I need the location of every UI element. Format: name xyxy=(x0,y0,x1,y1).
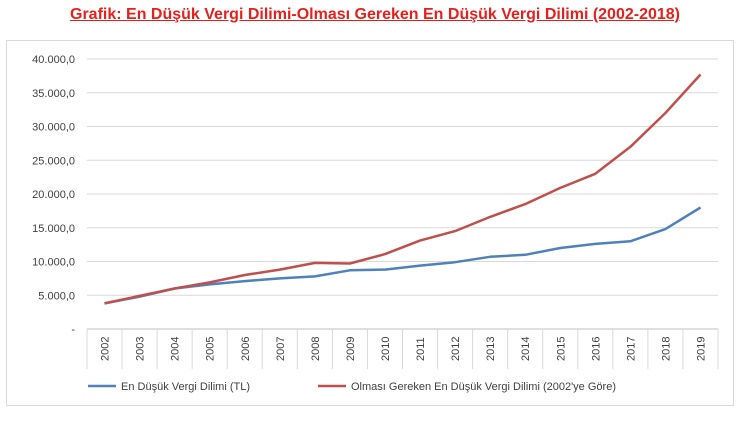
x-tick-label: 2006 xyxy=(240,337,252,361)
series-lines xyxy=(104,73,702,305)
x-tick-label: 2007 xyxy=(275,337,287,361)
legend-label: En Düşük Vergi Dilimi (TL) xyxy=(121,381,250,393)
x-tick-label: 2014 xyxy=(520,337,532,361)
y-tick-label: 5.000,0 xyxy=(38,290,75,302)
legend-label: Olması Gereken En Düşük Vergi Dilimi (20… xyxy=(351,381,616,393)
y-tick-label: - xyxy=(71,324,75,336)
y-tick-label: 20.000,0 xyxy=(32,189,75,201)
y-tick-label: 25.000,0 xyxy=(32,155,75,167)
y-tick-label: 30.000,0 xyxy=(32,122,75,134)
x-tick-label: 2012 xyxy=(450,337,462,361)
y-tick-label: 40.000,0 xyxy=(32,54,75,66)
x-tick-label: 2019 xyxy=(695,337,707,361)
x-tick-label: 2011 xyxy=(415,337,427,361)
chart-title: Grafik: En Düşük Vergi Dilimi-Olması Ger… xyxy=(70,6,680,23)
y-tick-label: 10.000,0 xyxy=(32,257,75,269)
x-tick-label: 2018 xyxy=(660,337,672,361)
y-tick-label: 15.000,0 xyxy=(32,223,75,235)
gridlines xyxy=(87,58,718,330)
y-axis-ticks: - 5.000,0 10.000,0 15.000,0 20.000,0 25.000,0… xyxy=(32,54,75,336)
x-tick-label: 2016 xyxy=(590,337,602,361)
series-line-1 xyxy=(104,206,702,305)
x-tick-label: 2017 xyxy=(625,337,637,361)
legend: En Düşük Vergi Dilimi (TL) Olması Gereken… xyxy=(88,381,616,393)
x-tick-label: 2003 xyxy=(135,337,147,361)
x-tick-label: 2004 xyxy=(170,337,182,361)
x-axis-ticks: 2002 2003 2004 2005 2006 2007 2008 2009 2010 2011… xyxy=(86,328,719,369)
x-tick-label: 2009 xyxy=(345,337,357,361)
x-tick-label: 2008 xyxy=(310,337,322,361)
x-tick-label: 2010 xyxy=(380,337,392,361)
y-tick-label: 35.000,0 xyxy=(32,88,75,100)
x-tick-label: 2013 xyxy=(485,337,497,361)
x-tick-label: 2015 xyxy=(555,337,567,361)
x-tick-label: 2002 xyxy=(100,337,112,361)
x-tick-label: 2005 xyxy=(205,337,217,361)
series-line-2 xyxy=(104,73,702,305)
